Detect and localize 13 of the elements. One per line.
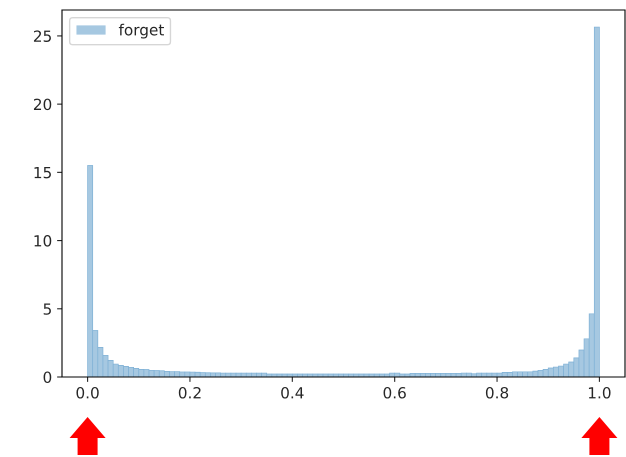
x-tick-label: 0.2 (178, 386, 201, 399)
y-tick-label: 15 (34, 167, 51, 178)
x-tick-label: 0.6 (384, 386, 406, 399)
x-tick-label: 0.0 (76, 386, 99, 399)
y-tick-label: 5 (44, 303, 51, 315)
x-tick-label: 0.8 (486, 386, 508, 399)
x-tick-label: 0.4 (281, 386, 304, 399)
y-tick-label: 25 (34, 30, 51, 42)
legend-label: forget (118, 24, 164, 39)
y-tick-label: 20 (34, 98, 52, 110)
y-tick-label: 0 (44, 371, 52, 384)
x-tick-label: 1.0 (588, 386, 611, 399)
y-tick-label: 10 (34, 235, 52, 247)
